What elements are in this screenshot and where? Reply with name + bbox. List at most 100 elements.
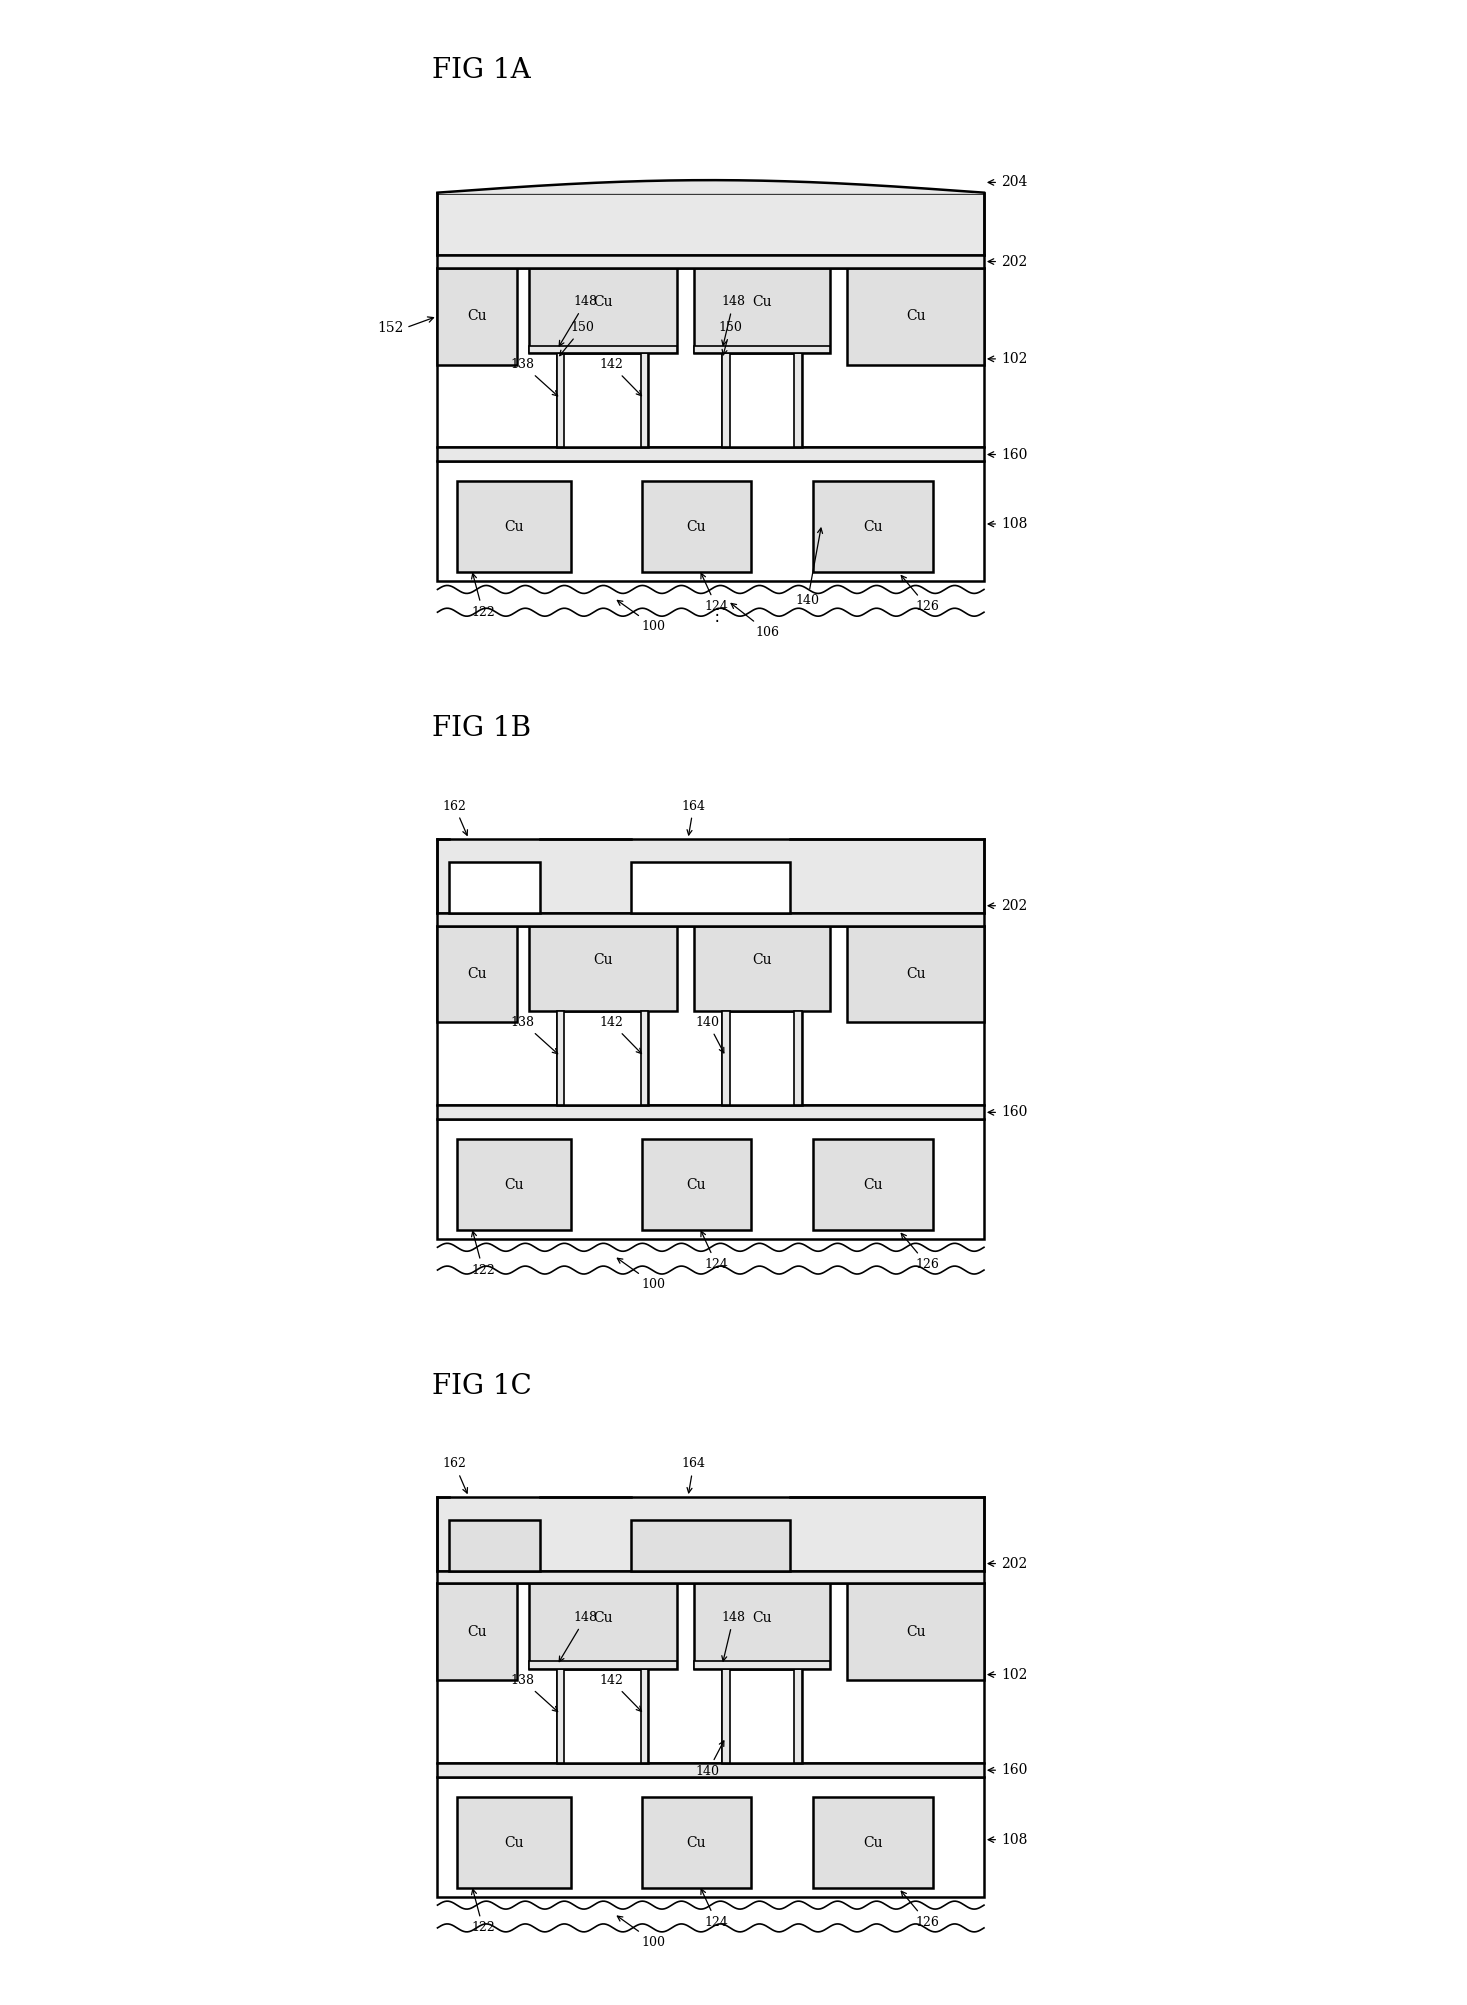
Bar — [813, 481, 933, 571]
Text: 160: 160 — [1000, 1105, 1027, 1119]
Text: Cu: Cu — [593, 1610, 612, 1624]
Text: 124: 124 — [701, 1889, 728, 1929]
Bar — [557, 1011, 648, 1105]
Bar — [694, 345, 830, 353]
Text: Cu: Cu — [593, 295, 612, 309]
Bar — [437, 1584, 518, 1680]
Text: 106: 106 — [731, 604, 779, 640]
Text: 124: 124 — [701, 573, 728, 614]
Text: 142: 142 — [599, 1674, 641, 1712]
Bar — [437, 192, 984, 255]
Bar — [813, 1796, 933, 1889]
Bar — [694, 926, 830, 1011]
Bar — [641, 353, 648, 447]
Bar — [449, 1520, 540, 1572]
Text: 138: 138 — [511, 1674, 557, 1712]
Text: 100: 100 — [618, 1259, 666, 1291]
Text: 126: 126 — [901, 1233, 939, 1271]
Bar — [528, 269, 676, 353]
Bar — [557, 1668, 565, 1762]
Bar — [643, 1139, 751, 1231]
Bar — [458, 1796, 571, 1889]
Text: Cu: Cu — [863, 1177, 883, 1191]
Bar — [643, 1796, 751, 1889]
Bar — [557, 1011, 565, 1105]
Bar — [437, 461, 984, 581]
Bar — [722, 1668, 802, 1762]
Bar — [437, 1762, 984, 1776]
Text: 140: 140 — [695, 1017, 723, 1053]
Text: 150: 150 — [719, 321, 742, 355]
Bar — [437, 1498, 984, 1572]
Bar — [641, 1011, 648, 1105]
Bar — [631, 1520, 791, 1572]
Text: 204: 204 — [1000, 174, 1027, 188]
Text: Cu: Cu — [505, 519, 524, 533]
Bar — [437, 269, 518, 365]
Text: Cu: Cu — [687, 1177, 706, 1191]
Bar — [528, 345, 676, 353]
Bar — [437, 1105, 984, 1119]
Text: 160: 160 — [1000, 447, 1027, 461]
Text: 162: 162 — [443, 1458, 468, 1494]
Text: Cu: Cu — [505, 1177, 524, 1191]
Text: 202: 202 — [1000, 898, 1027, 912]
Bar — [631, 862, 791, 912]
Text: 142: 142 — [599, 359, 641, 395]
Bar — [437, 926, 984, 1105]
Bar — [458, 481, 571, 571]
Text: 122: 122 — [471, 1889, 494, 1935]
Bar — [557, 1668, 648, 1762]
Bar — [437, 912, 984, 926]
Text: 152: 152 — [377, 321, 403, 335]
Text: 108: 108 — [1000, 1833, 1027, 1847]
Bar — [848, 1584, 984, 1680]
Text: Cu: Cu — [468, 1624, 487, 1638]
Bar — [437, 840, 984, 912]
Bar — [722, 353, 802, 447]
Bar — [437, 926, 518, 1023]
Bar — [694, 1662, 830, 1668]
Bar — [848, 926, 984, 1023]
Text: ⋮: ⋮ — [709, 606, 725, 624]
Bar — [848, 269, 984, 365]
Text: 140: 140 — [795, 527, 823, 608]
Bar — [643, 481, 751, 571]
Text: Cu: Cu — [468, 966, 487, 980]
Bar — [813, 1139, 933, 1231]
Bar — [437, 269, 984, 447]
Text: 164: 164 — [682, 1458, 706, 1494]
Bar — [528, 926, 676, 1011]
Bar — [437, 255, 984, 269]
Bar — [437, 1584, 984, 1762]
Text: 124: 124 — [701, 1231, 728, 1271]
Text: 126: 126 — [901, 575, 939, 614]
Text: 150: 150 — [560, 321, 594, 355]
Text: Cu: Cu — [753, 1610, 772, 1624]
Text: 102: 102 — [1000, 1668, 1027, 1682]
Bar — [437, 1776, 984, 1897]
Text: 202: 202 — [1000, 1556, 1027, 1570]
Text: 100: 100 — [618, 1917, 666, 1949]
Text: Cu: Cu — [905, 1624, 926, 1638]
Text: Cu: Cu — [505, 1835, 524, 1849]
Text: 142: 142 — [599, 1017, 641, 1053]
Text: Cu: Cu — [863, 1835, 883, 1849]
Text: 122: 122 — [471, 573, 494, 620]
Text: Cu: Cu — [687, 519, 706, 533]
Text: 126: 126 — [901, 1891, 939, 1929]
Text: Cu: Cu — [863, 519, 883, 533]
Text: 148: 148 — [559, 1612, 597, 1662]
Bar — [528, 1662, 676, 1668]
Text: 108: 108 — [1000, 517, 1027, 531]
Bar — [557, 353, 565, 447]
Text: 138: 138 — [511, 1017, 557, 1055]
Bar — [722, 1668, 729, 1762]
Text: 164: 164 — [682, 800, 706, 834]
Bar — [458, 1139, 571, 1231]
Text: Cu: Cu — [468, 309, 487, 323]
Bar — [722, 353, 729, 447]
Bar — [694, 269, 830, 353]
Text: Cu: Cu — [753, 952, 772, 966]
Bar — [795, 353, 802, 447]
